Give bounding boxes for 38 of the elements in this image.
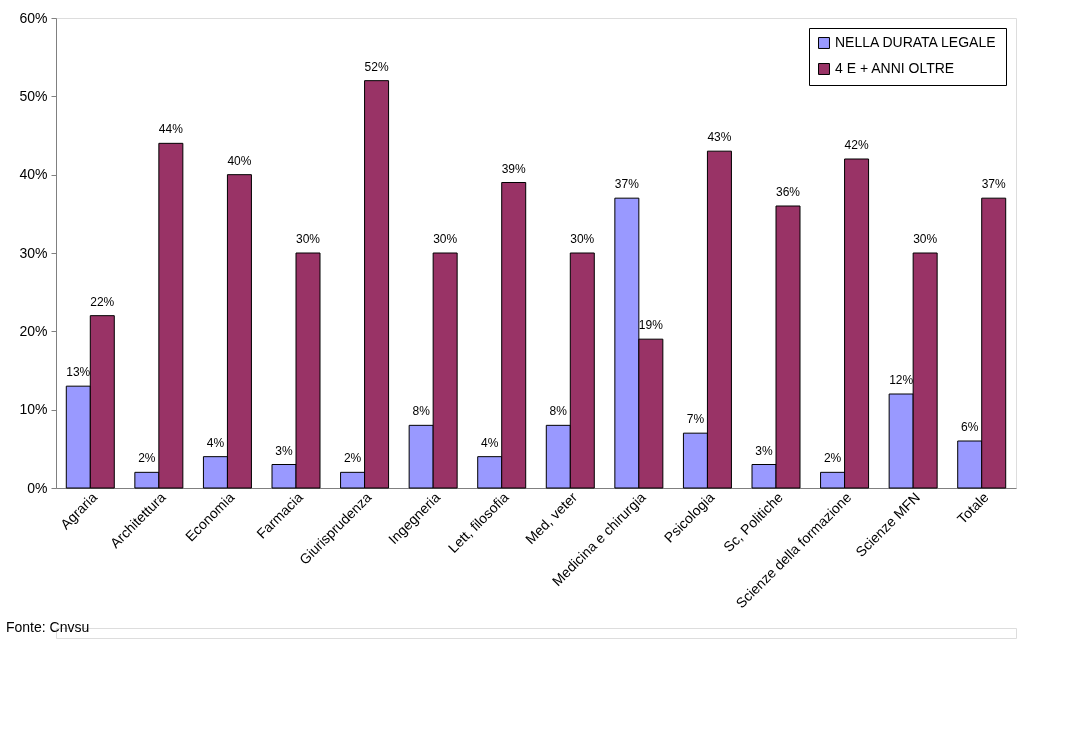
data-label: 22% [90,294,115,309]
y-tick-label: 10% [19,401,48,418]
y-tick-label: 0% [27,479,48,496]
legend-label: NELLA DURATA LEGALE [835,34,996,50]
data-label: 4% [481,435,499,450]
data-label: 36% [775,185,801,199]
data-label: 39% [501,161,527,176]
y-tick-label: 20% [19,322,48,339]
data-label: 4% [206,435,225,450]
data-label: 2% [343,451,362,466]
data-label: 12% [889,373,914,387]
y-tick-label: 40% [19,166,48,183]
data-label: 7% [686,412,705,427]
data-label: 44% [158,122,184,137]
data-label: 43% [707,130,732,145]
legend-label: 4 E + ANNI OLTRE [835,60,955,76]
data-label: 30% [570,232,595,246]
data-label: 30% [913,232,938,246]
y-tick-label: 50% [19,87,48,104]
data-label: 8% [549,404,568,419]
source-note: Fonte: Cnvsu [6,619,90,635]
data-label: 2% [823,451,842,466]
data-label: 2% [138,451,156,466]
data-label: 6% [961,420,979,434]
data-label: 40% [227,153,252,168]
data-label: 52% [364,59,389,74]
data-label: 30% [433,232,458,246]
data-label: 37% [981,177,1007,192]
data-label: 13% [66,365,91,380]
data-label: 19% [638,318,664,333]
data-label: 42% [844,138,869,152]
data-label: 37% [614,177,640,192]
data-label: 3% [755,443,773,458]
data-label: 8% [412,404,431,419]
data-label: 30% [295,232,321,246]
data-label: 3% [275,443,293,458]
y-tick-label: 30% [19,244,48,261]
y-tick-label: 60% [19,9,48,26]
